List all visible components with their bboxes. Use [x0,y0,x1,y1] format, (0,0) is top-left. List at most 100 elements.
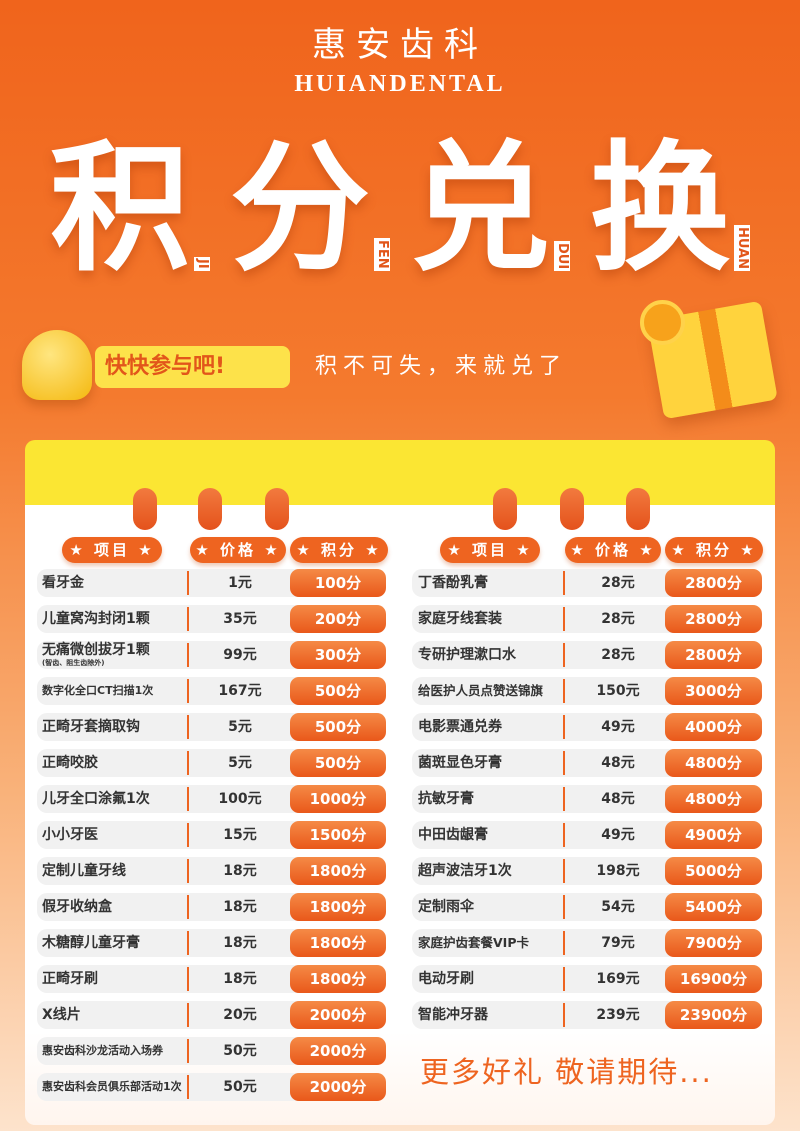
item-price: 18元 [223,971,257,987]
column-divider [187,931,189,955]
column-divider [563,787,565,811]
item-price: 54元 [601,899,635,915]
bell-icon [22,330,92,400]
column-divider [563,823,565,847]
column-divider [563,715,565,739]
item-name: 惠安齿科会员俱乐部活动1次 [42,1073,184,1101]
item-points: 23900分 [665,1001,762,1029]
title-char: 兑 DUI [410,125,570,295]
item-name-text: 菌斑显色牙膏 [418,755,502,771]
item-price: 48元 [601,791,635,807]
column-divider [187,1003,189,1027]
item-points: 2000分 [290,1073,386,1101]
item-name-text: 定制雨伞 [418,899,474,915]
item-name: 定制儿童牙线 [42,857,184,885]
item-note: (智齿、阻生齿除外) [42,659,105,667]
item-price: 100元 [218,791,262,807]
column-divider [187,715,189,739]
item-points: 16900分 [665,965,762,993]
item-price: 28元 [601,647,635,663]
item-name: 中田齿龈膏 [418,821,560,849]
item-name: 儿童窝沟封闭1颗 [42,605,184,633]
column-divider [187,571,189,595]
title-char-text: 分 [229,128,370,291]
ring-decoration [198,488,222,530]
item-name: 给医护人员点赞送锦旗 [418,677,560,705]
item-price: 35元 [223,611,257,627]
column-divider [563,931,565,955]
column-divider [563,679,565,703]
item-name: 儿牙全口涂氟1次 [42,785,184,813]
item-points: 4800分 [665,785,762,813]
item-name-text: 智能冲牙器 [418,1007,488,1023]
column-divider [563,607,565,631]
item-price: 169元 [596,971,640,987]
item-name-text: 中田齿龈膏 [418,827,488,843]
item-name-text: 儿牙全口涂氟1次 [42,791,150,807]
column-divider [187,787,189,811]
brand-name-cn: 惠安齿科 [312,25,488,65]
item-price: 5元 [228,755,252,771]
header-price: ★ 价格 ★ [565,537,661,563]
title-pinyin: DUI [553,240,570,271]
column-divider [563,751,565,775]
item-name: 正畸咬胶 [42,749,184,777]
item-points: 4900分 [665,821,762,849]
brand-name-en: HUIANDENTAL [294,71,506,97]
column-divider [187,751,189,775]
item-name-text: 丁香酚乳膏 [418,575,488,591]
item-name-text: X线片 [42,1007,81,1023]
item-price: 48元 [601,755,635,771]
item-points: 5400分 [665,893,762,921]
item-name: 正畸牙刷 [42,965,184,993]
item-name-text: 惠安齿科沙龙活动入场券 [42,1044,163,1057]
column-divider [187,895,189,919]
item-name-text: 儿童窝沟封闭1颗 [42,611,150,627]
item-points: 2800分 [665,569,762,597]
coin-icon [640,300,685,345]
ring-decoration [626,488,650,530]
item-name-text: 电动牙刷 [418,971,474,987]
item-points: 4000分 [665,713,762,741]
item-name-text: 家庭护齿套餐VIP卡 [418,935,529,950]
item-name-text: 无痛微创拔牙1颗 [42,642,150,658]
item-name: 惠安齿科沙龙活动入场券 [42,1037,184,1065]
item-name: 小小牙医 [42,821,184,849]
title-pinyin: FEN [374,238,390,271]
item-price: 15元 [223,827,257,843]
header-item: ★ 项目 ★ [62,537,162,563]
item-name: 木糖醇儿童牙膏 [42,929,184,957]
item-points: 1500分 [290,821,386,849]
item-points: 2800分 [665,641,762,669]
column-divider [187,859,189,883]
column-divider [563,859,565,883]
item-name: 专研护理漱口水 [418,641,560,669]
header-item: ★ 项目 ★ [440,537,540,563]
item-points: 300分 [290,641,386,669]
item-name: 丁香酚乳膏 [418,569,560,597]
item-name: 超声波洁牙1次 [418,857,560,885]
column-divider [187,1039,189,1063]
column-divider [187,607,189,631]
header-points: ★ 积分 ★ [290,537,388,563]
item-name-text: 正畸牙套摘取钩 [42,719,140,735]
item-name-text: 定制儿童牙线 [42,863,126,879]
ring-decoration [133,488,157,530]
item-name: 菌斑显色牙膏 [418,749,560,777]
item-name-text: 抗敏牙膏 [418,791,474,807]
item-name-text: 数字化全口CT扫描1次 [42,684,154,697]
item-name-text: 专研护理漱口水 [418,647,516,663]
item-points: 500分 [290,749,386,777]
item-points: 2800分 [665,605,762,633]
title-char-text: 换 [589,128,730,291]
column-divider [563,643,565,667]
item-price: 28元 [601,575,635,591]
item-points: 500分 [290,713,386,741]
item-points: 4800分 [665,749,762,777]
join-banner: 快快参与吧! [95,346,290,388]
item-name: 智能冲牙器 [418,1001,560,1029]
item-price: 198元 [596,863,640,879]
title-char: 分 FEN [229,125,390,295]
slogan: 积不可失，来就兑了 [315,354,568,379]
item-name: 家庭牙线套装 [418,605,560,633]
